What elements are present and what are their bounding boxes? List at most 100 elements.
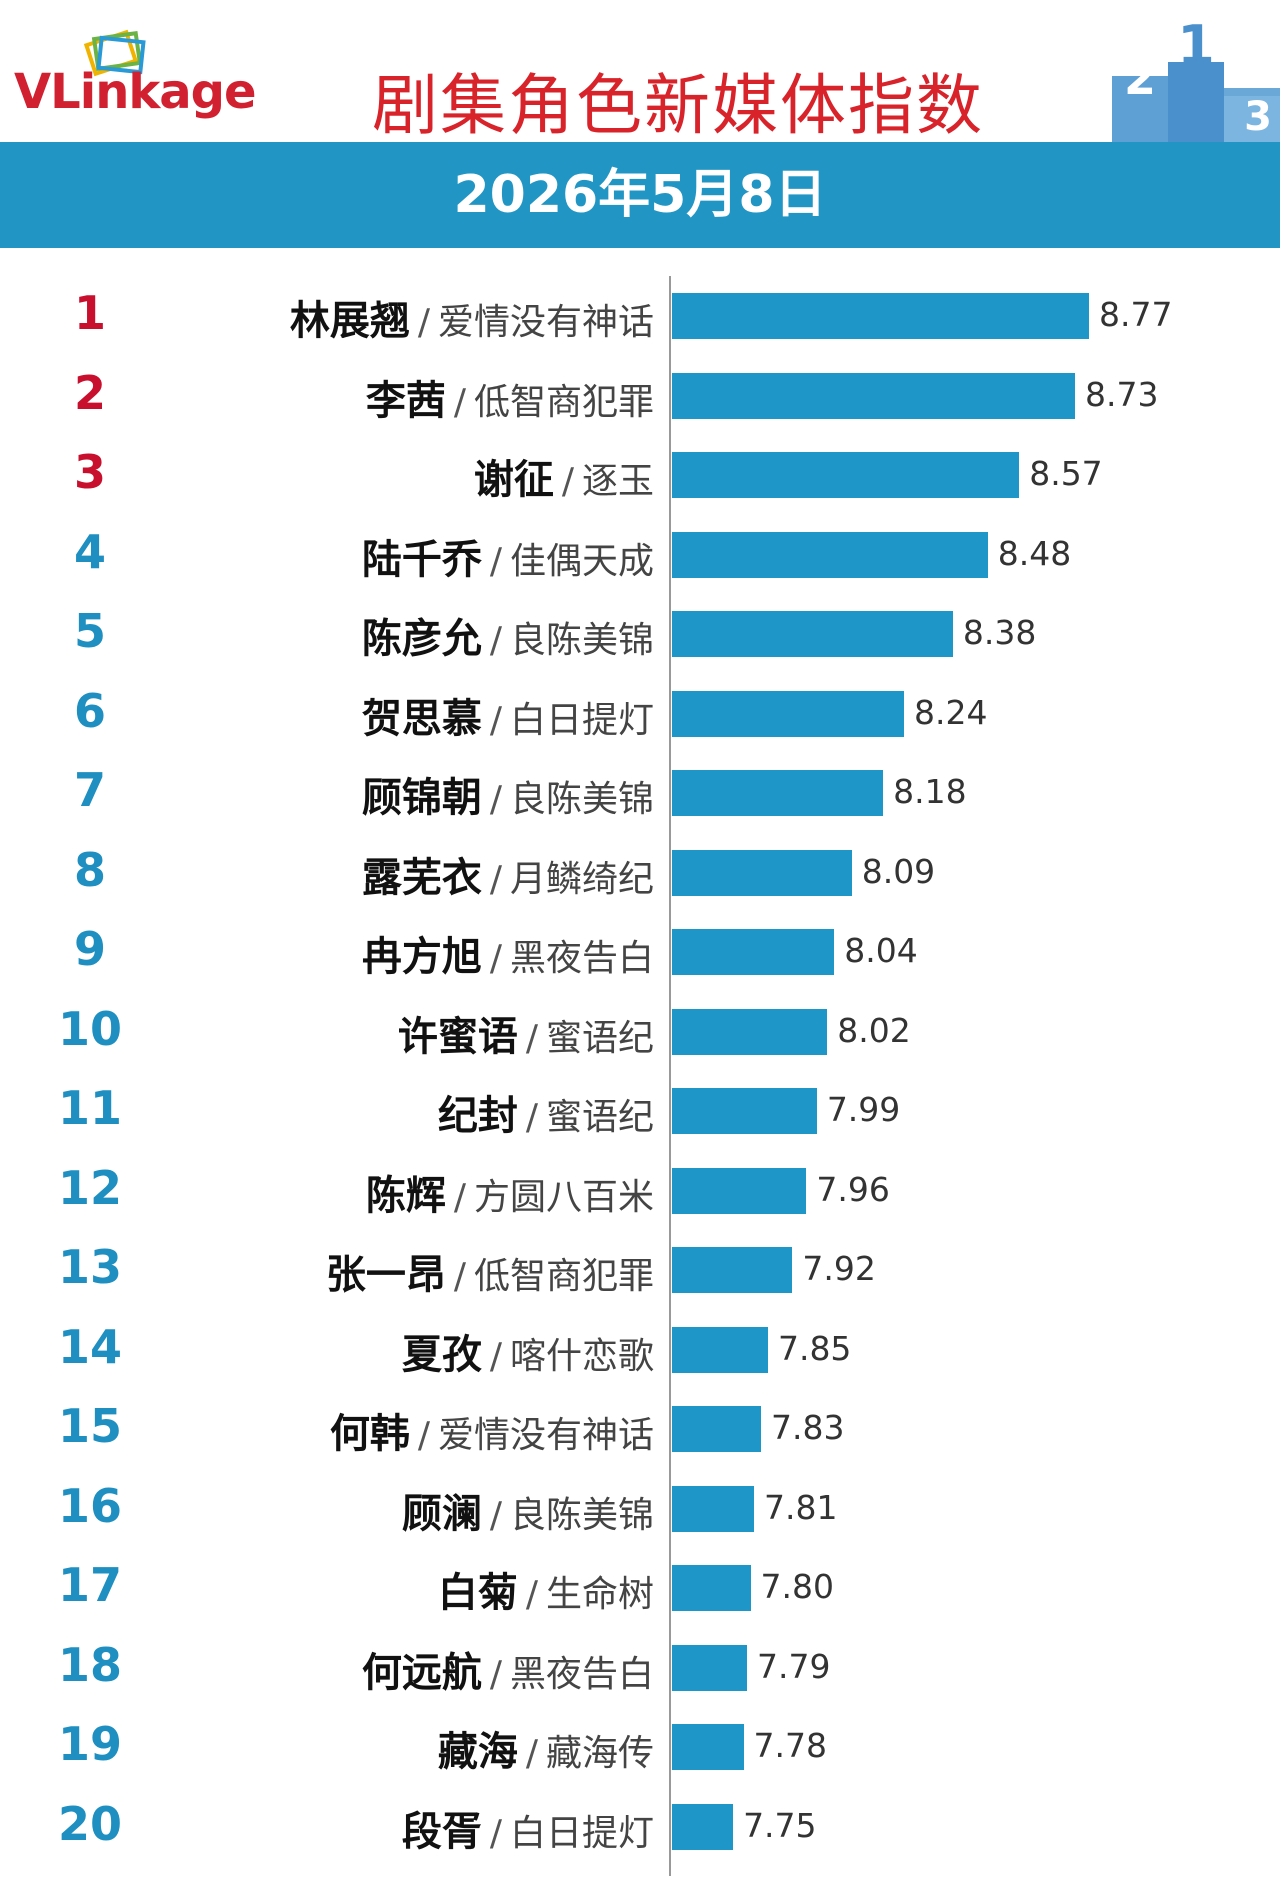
role-label: 陈彦允 / 良陈美锦	[362, 606, 654, 664]
value-label: 8.57	[1029, 454, 1103, 493]
role-name: 何远航	[361, 1649, 482, 1696]
separator: /	[525, 1574, 538, 1615]
bar	[672, 372, 1076, 419]
rank-number: 16	[57, 1478, 122, 1533]
drama-name: 方圆八百米	[473, 1176, 654, 1218]
separator: /	[453, 1256, 466, 1297]
rank-number: 12	[57, 1160, 122, 1215]
page-title: 剧集角色新媒体指数	[372, 67, 984, 144]
separator: /	[561, 461, 574, 502]
role-name: 顾澜	[401, 1490, 482, 1537]
role-label: 谢征 / 逐玉	[474, 447, 654, 505]
separator: /	[525, 1017, 538, 1059]
rank-number: 17	[57, 1558, 122, 1612]
separator: /	[489, 779, 502, 820]
logo-cards-icon	[83, 29, 146, 77]
bar	[672, 1644, 748, 1691]
bar	[672, 929, 835, 975]
bar	[672, 1247, 793, 1293]
bar	[672, 770, 884, 816]
role-name: 纪封	[437, 1093, 518, 1139]
role-name: 露芜衣	[361, 854, 482, 901]
role-label: 顾锦朝 / 良陈美锦	[362, 765, 654, 823]
separator: /	[489, 540, 502, 582]
role-name: 段胥	[401, 1808, 482, 1855]
value-label: 7.83	[770, 1408, 845, 1447]
bar	[672, 1485, 754, 1532]
role-label: 夏孜 / 喀什恋歌	[402, 1322, 654, 1380]
bar	[672, 1167, 807, 1214]
rank-number: 19	[57, 1717, 122, 1771]
separator: /	[489, 858, 502, 900]
value-label: 7.80	[760, 1567, 834, 1606]
separator: /	[489, 1653, 502, 1695]
podium-3: 3	[1244, 94, 1272, 140]
role-label: 林展翘 / 爱情没有神话	[290, 288, 654, 346]
drama-name: 逐玉	[581, 461, 654, 502]
separator: /	[489, 938, 502, 979]
drama-name: 爱情没有神话	[437, 302, 654, 343]
role-label: 露芜衣 / 月鳞绮纪	[362, 845, 654, 903]
vlinkage-logo: VLinkage	[14, 29, 284, 128]
value-label: 7.75	[743, 1805, 817, 1845]
role-label: 何韩 / 爱情没有神话	[330, 1401, 654, 1459]
bar	[672, 611, 953, 657]
role-name: 陆千乔	[361, 536, 482, 583]
drama-name: 黑夜告白	[509, 1653, 654, 1695]
header: VLinkage 剧集角色新媒体指数 2 1 3	[0, 0, 1280, 144]
value-label: 8.02	[837, 1010, 911, 1050]
bar	[672, 1724, 744, 1770]
role-label: 白菊 / 生命树	[438, 1560, 654, 1618]
rank-number: 15	[57, 1399, 122, 1453]
podium-icon: 2 1 3	[1112, 18, 1280, 142]
value-label: 7.99	[826, 1090, 901, 1129]
separator: /	[489, 1335, 502, 1377]
rank-number: 8	[73, 842, 106, 897]
value-label: 7.85	[777, 1328, 852, 1368]
role-name: 李茜	[365, 377, 446, 424]
role-name: 谢征	[473, 457, 554, 503]
value-label: 8.48	[997, 533, 1072, 573]
role-name: 陈辉	[365, 1172, 446, 1219]
value-label: 8.04	[844, 931, 918, 970]
rank-number: 7	[73, 763, 106, 817]
role-name: 陈彦允	[361, 616, 482, 662]
role-label: 纪封 / 蜜语纪	[438, 1083, 654, 1141]
drama-name: 月鳞绮纪	[509, 858, 654, 900]
role-name: 许蜜语	[397, 1013, 518, 1060]
rank-number: 18	[57, 1637, 122, 1692]
rank-number: 10	[57, 1001, 122, 1056]
bar	[672, 531, 988, 578]
value-label: 8.73	[1085, 374, 1159, 414]
drama-name: 喀什恋歌	[509, 1335, 654, 1377]
role-name: 藏海	[437, 1729, 518, 1775]
role-label: 贺思慕 / 白日提灯	[362, 686, 654, 744]
role-name: 林展翘	[289, 298, 410, 344]
value-label: 8.77	[1099, 295, 1173, 334]
chart-axis	[669, 276, 671, 1876]
separator: /	[489, 1812, 502, 1854]
role-label: 张一昂 / 低智商犯罪	[326, 1242, 654, 1300]
rank-number: 4	[73, 524, 106, 579]
drama-name: 蜜语纪	[545, 1097, 654, 1138]
separator: /	[489, 1494, 502, 1536]
drama-name: 白日提灯	[509, 699, 654, 741]
value-label: 8.24	[914, 692, 988, 732]
value-label: 8.18	[893, 772, 967, 811]
separator: /	[417, 1415, 430, 1456]
logo-text: VLinkage	[14, 64, 257, 120]
drama-name: 黑夜告白	[509, 938, 654, 979]
separator: /	[453, 381, 466, 423]
role-label: 李茜 / 低智商犯罪	[366, 368, 654, 426]
bar	[672, 1803, 734, 1850]
rank-number: 6	[73, 683, 106, 738]
date-label: 2026年5月8日	[453, 165, 827, 225]
drama-name: 藏海传	[545, 1733, 654, 1774]
drama-name: 低智商犯罪	[473, 381, 654, 423]
bar	[672, 1406, 761, 1452]
rank-number: 13	[57, 1240, 122, 1294]
role-name: 白菊	[437, 1570, 518, 1616]
role-name: 张一昂	[325, 1252, 446, 1298]
value-label: 8.09	[861, 851, 936, 891]
bar	[672, 849, 852, 896]
